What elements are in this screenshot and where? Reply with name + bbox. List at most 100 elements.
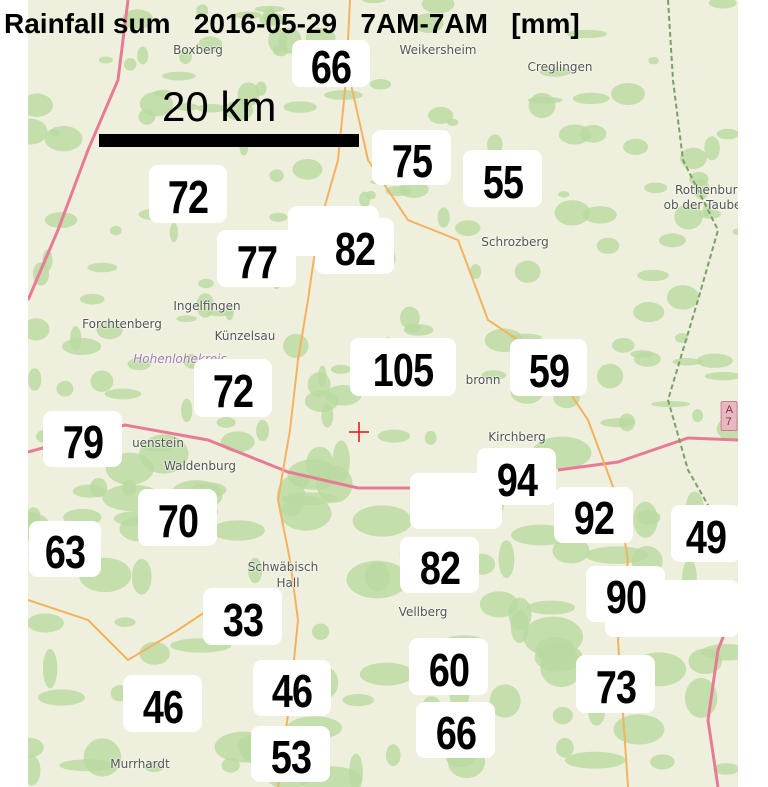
- town-label: Creglingen: [527, 60, 593, 74]
- forest-patch: [582, 206, 617, 224]
- station-box[interactable]: [477, 448, 556, 505]
- forest-patch: [704, 371, 738, 381]
- town-label: Murrhardt: [110, 757, 170, 771]
- forest-patch: [307, 372, 331, 398]
- forest-patch: [234, 11, 262, 19]
- forest-patch: [623, 138, 649, 156]
- rainfall-value: 82: [330, 226, 379, 272]
- station-box[interactable]: [463, 150, 542, 207]
- station-box[interactable]: [510, 339, 587, 396]
- rainfall-value: 105: [366, 347, 440, 393]
- forest-patch: [666, 285, 699, 310]
- station-box[interactable]: [217, 230, 296, 287]
- forest-patch: [437, 207, 450, 228]
- forest-patch: [137, 46, 149, 65]
- forest-patch: [552, 706, 573, 725]
- forest-patch: [692, 409, 704, 423]
- scale-bar-label: 20 km: [162, 83, 277, 130]
- forest-patch: [523, 616, 583, 657]
- station-box[interactable]: [409, 638, 488, 695]
- rainfall-value: 60: [424, 647, 473, 693]
- forest-patch: [611, 82, 645, 105]
- forest-patch: [650, 401, 690, 408]
- forest-patch: [90, 370, 114, 392]
- station-box[interactable]: [671, 505, 741, 562]
- rainfall-value: 66: [306, 44, 355, 90]
- station-box[interactable]: [315, 218, 394, 274]
- rainfall-value: 46: [138, 684, 187, 730]
- forest-patch: [558, 191, 570, 198]
- forest-patch: [292, 158, 323, 180]
- motorway: [28, 0, 130, 301]
- station-box[interactable]: [253, 660, 331, 716]
- forest-patch: [596, 363, 624, 389]
- station-box[interactable]: [554, 487, 633, 543]
- forest-patch: [704, 136, 720, 161]
- forest-patch: [688, 648, 722, 675]
- rainfall-value: 66: [431, 710, 480, 756]
- forest-patch: [169, 222, 178, 243]
- forest-patch: [89, 477, 108, 498]
- forest-patch: [732, 228, 738, 235]
- rainfall-value-text: 75: [391, 134, 432, 187]
- forest-patch: [648, 57, 659, 65]
- forest-patch: [248, 557, 263, 584]
- station-box[interactable]: [586, 566, 665, 622]
- station-box[interactable]: [29, 521, 101, 577]
- forest-patch: [674, 204, 703, 230]
- forest-patch: [311, 623, 330, 640]
- motorway-shield: A 7: [720, 401, 738, 431]
- rainfall-value-text: 73: [595, 661, 636, 713]
- rainfall-value: 46: [267, 668, 316, 714]
- rainfall-value-text: 72: [212, 365, 254, 417]
- forest-patch: [198, 36, 223, 54]
- scale-bar: [99, 134, 359, 147]
- forest-patch: [109, 225, 122, 236]
- station-box[interactable]: [292, 40, 370, 87]
- rainfall-value-text: 46: [142, 680, 183, 733]
- forest-patch: [62, 337, 102, 356]
- forest-patch: [211, 520, 265, 541]
- forest-patch: [104, 388, 142, 400]
- forest-patch: [558, 124, 591, 145]
- town-label: Kirchberg: [488, 430, 546, 444]
- town-label: Waldenburg: [164, 459, 236, 473]
- forest-patch: [528, 92, 556, 119]
- rainfall-value-text: 59: [528, 344, 569, 397]
- station-box[interactable]: [138, 489, 217, 546]
- forest-patch: [564, 751, 626, 769]
- forest-patch: [44, 125, 83, 152]
- forest-patch: [572, 92, 610, 105]
- map-title: Rainfall sum 2016-05-29 7AM-7AM [mm]: [4, 8, 580, 39]
- station-box[interactable]: [43, 411, 122, 467]
- forest-patch: [377, 429, 411, 443]
- station-box[interactable]: [149, 165, 227, 223]
- station-box[interactable]: [576, 655, 655, 713]
- forest-patch: [369, 79, 392, 90]
- rainfall-value-text: 66: [435, 707, 476, 759]
- forest-patch: [196, 4, 209, 17]
- forest-patch: [79, 293, 105, 305]
- forest-patch: [56, 380, 74, 397]
- station-box[interactable]: [251, 726, 330, 782]
- forest-patch: [28, 613, 64, 633]
- station-box[interactable]: [194, 359, 272, 417]
- forest-patch: [127, 358, 151, 371]
- town-label: bronn: [465, 373, 501, 387]
- station-box[interactable]: [400, 537, 479, 593]
- station-box[interactable]: [123, 675, 202, 732]
- forest-patch: [470, 264, 482, 280]
- town-label: Hall: [276, 576, 300, 590]
- station-box[interactable]: [416, 702, 495, 758]
- station-box[interactable]: [203, 588, 282, 645]
- station-box[interactable]: [350, 338, 456, 396]
- rainfall-value-text: 53: [270, 731, 311, 783]
- station-box[interactable]: [372, 130, 451, 185]
- forest-patch: [636, 510, 661, 525]
- rainfall-value-text: 82: [334, 223, 375, 275]
- rainfall-value-text: 46: [271, 665, 313, 717]
- forest-patch: [181, 398, 193, 423]
- rainfall-value-text: 105: [372, 344, 434, 396]
- forest-patch: [359, 662, 414, 686]
- forest-patch: [224, 100, 254, 121]
